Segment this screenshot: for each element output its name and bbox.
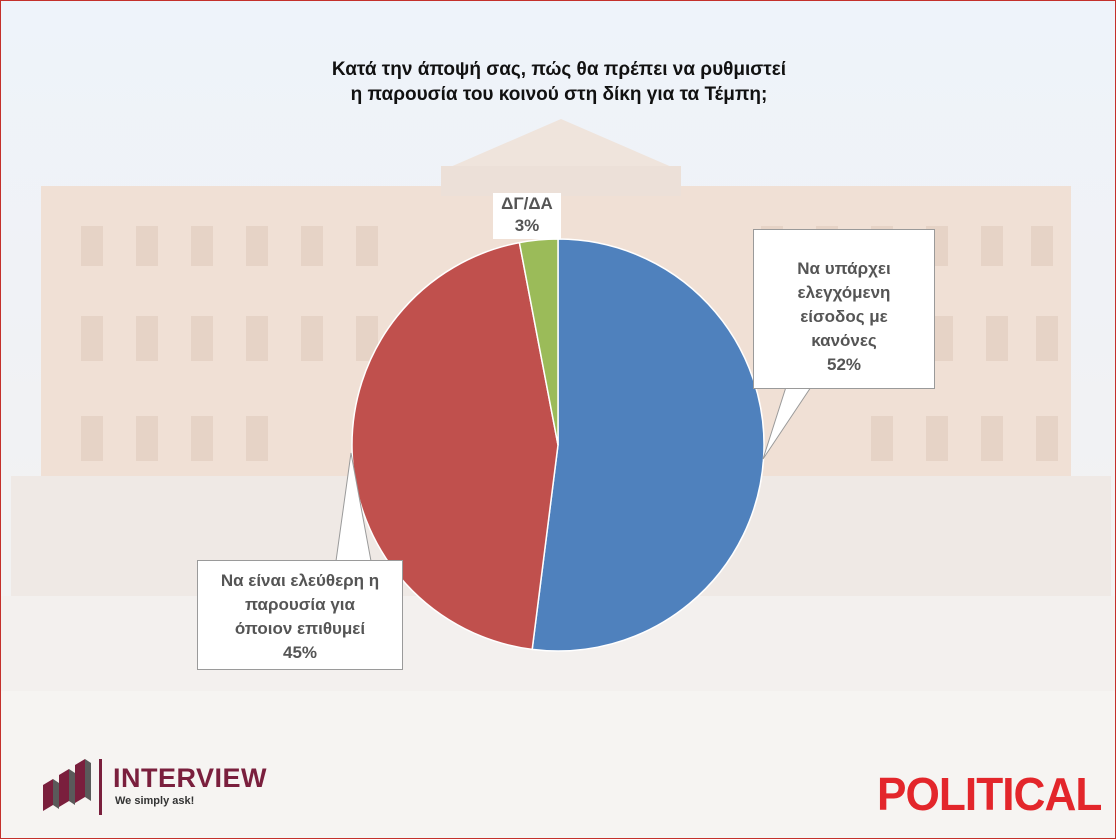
interview-logo: INTERVIEW We simply ask!	[41, 757, 281, 821]
data-label-value: 45%	[282, 643, 318, 662]
data-label-value: 52%	[826, 355, 862, 374]
data-label-dont-know: ΔΓ/ΔΑ 3%	[493, 193, 561, 239]
data-label-line: είσοδος με	[800, 307, 888, 326]
interview-brand-name: INTERVIEW	[113, 763, 268, 793]
interview-tagline: We simply ask!	[115, 795, 195, 807]
callout-pointer-blue	[762, 386, 812, 460]
political-logo: POLITICAL	[877, 768, 1102, 820]
data-label-line: Να είναι ελεύθερη η	[220, 571, 380, 590]
pie-slice-free-attendance	[351, 241, 559, 651]
data-label-line: όποιον επιθυμεί	[234, 619, 366, 638]
data-label-value: 3%	[514, 216, 540, 235]
data-label-line: ΔΓ/ΔΑ	[501, 194, 553, 213]
data-label-free-attendance: Να είναι ελεύθερη η παρουσία για όποιον …	[197, 560, 403, 670]
pie-slice-dont-know	[518, 238, 559, 446]
chart-title: Κατά την άποψή σας, πώς θα πρέπει να ρυθ…	[1, 57, 1115, 107]
data-label-line: Να υπάρχει	[797, 259, 891, 278]
data-label-line: ελεγχόμενη	[797, 283, 891, 302]
chart-title-line: η παρουσία του κοινού στη δίκη για τα Τέ…	[350, 84, 768, 105]
bar-chart-logo-icon	[43, 759, 102, 815]
pie-slice-controlled-entry	[531, 238, 765, 652]
data-label-line: κανόνες	[811, 331, 877, 350]
data-label-line: παρουσία για	[245, 595, 355, 614]
chart-title-line: Κατά την άποψή σας, πώς θα πρέπει να ρυθ…	[331, 59, 787, 80]
data-label-controlled-entry: Να υπάρχει ελεγχόμενη είσοδος με κανόνες…	[753, 229, 935, 389]
